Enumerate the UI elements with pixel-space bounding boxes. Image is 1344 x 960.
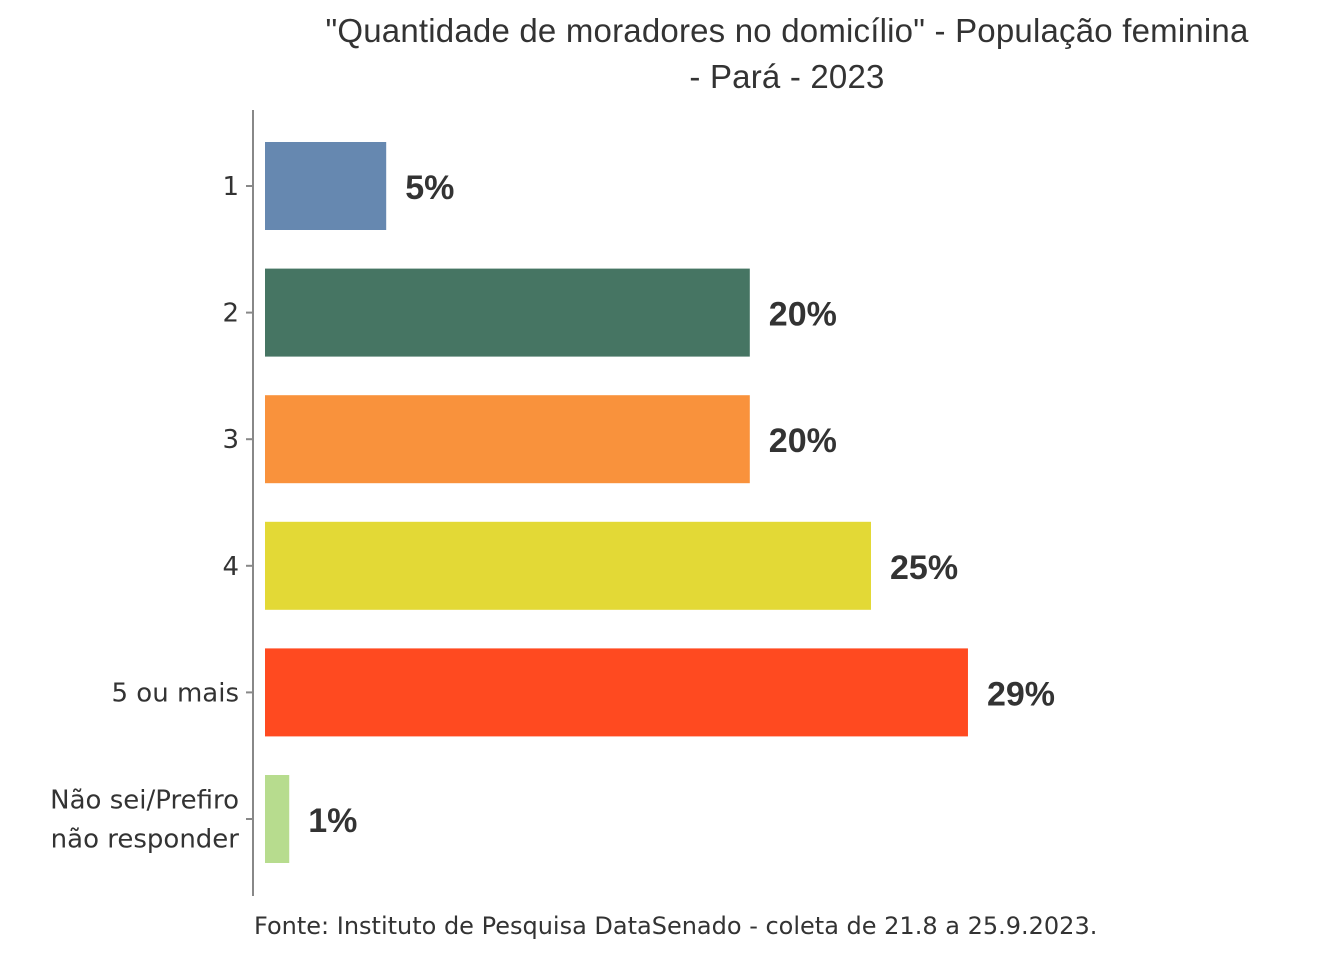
source-note: Fonte: Instituto de Pesquisa DataSenado …: [254, 912, 1098, 940]
bar-5: [265, 648, 968, 737]
bar-2: [265, 268, 750, 357]
data-label-5: 29%: [987, 675, 1055, 713]
y-tick-label-3: 3: [222, 425, 239, 455]
bar-1: [265, 142, 387, 230]
chart-title-line-1: "Quantidade de moradores no domicílio" -…: [325, 12, 1249, 49]
data-label-4: 25%: [890, 549, 958, 587]
y-tick-label-1: 1: [222, 172, 239, 202]
bar-3: [265, 395, 750, 484]
chart-title: "Quantidade de moradores no domicílio" -…: [230, 8, 1344, 100]
data-label-3: 20%: [769, 422, 837, 460]
chart-title-line-2: - Pará - 2023: [689, 58, 885, 95]
data-label-1: 5%: [405, 169, 454, 207]
y-tick-label-6: Não sei/Prefiro não responder: [50, 786, 239, 855]
y-tick-label-4: 4: [222, 552, 239, 582]
y-tick-label-2: 2: [222, 299, 239, 329]
y-tick-label-5: 5 ou mais: [112, 678, 240, 708]
bar-6: [265, 775, 290, 863]
data-label-2: 20%: [769, 296, 837, 334]
data-label-6: 1%: [308, 802, 357, 840]
bar-4: [265, 521, 871, 610]
